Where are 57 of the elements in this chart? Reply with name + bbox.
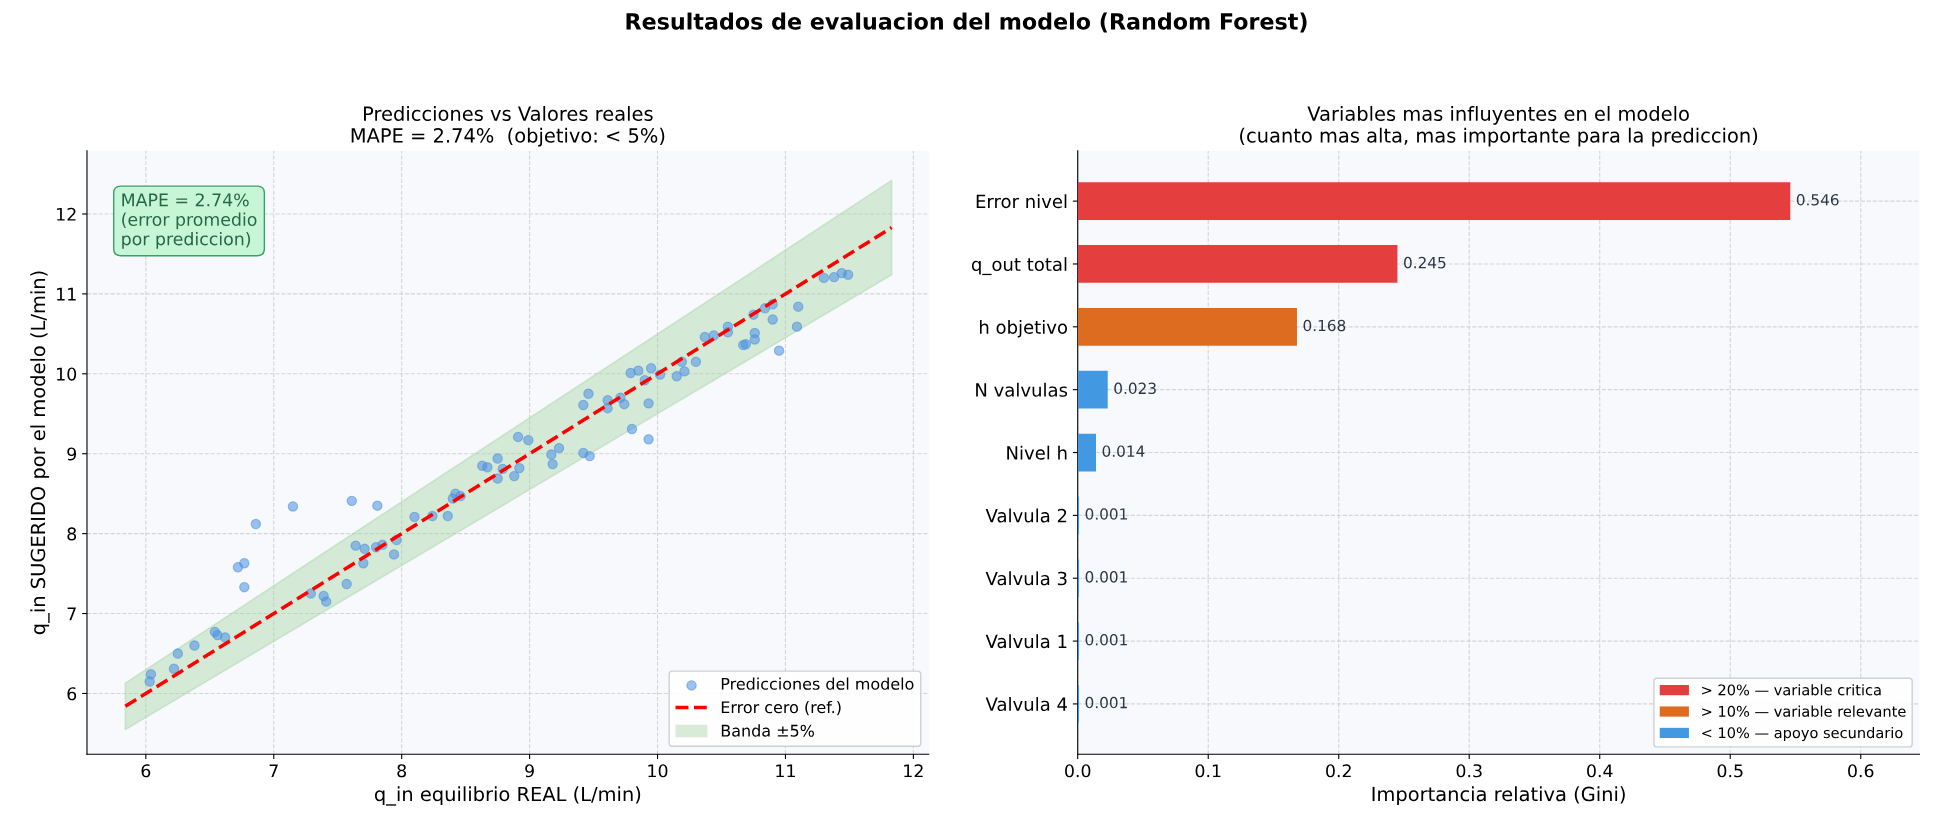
x-tick-label: 0.2 (1326, 764, 1351, 778)
text: Resultados de evaluacion del modelo (Random Forest) (626, 12, 1307, 33)
x-tick-label: 11 (776, 764, 795, 778)
x-axis-title: q_in equilibrio REAL (L/min) (374, 786, 641, 806)
legend-label: > 10% — variable relevante (1702, 705, 1906, 717)
x-tick-label: 8 (397, 764, 407, 778)
x-tick-label: 9 (525, 764, 534, 778)
y-tick-label: Valvula 1 (985, 634, 1067, 649)
bar (1077, 182, 1791, 220)
y-tick-label: Error nivel (976, 194, 1067, 209)
y-tick-label: q_out total (971, 257, 1067, 276)
data-label: 0.023 (1114, 382, 1156, 395)
y-tick-label: 9 (67, 447, 77, 461)
bar (1077, 245, 1398, 283)
data-label: 0.546 (1796, 194, 1839, 206)
data-label: 0.168 (1303, 319, 1346, 332)
x-axis-title: Importancia relativa (Gini) (1372, 786, 1625, 806)
y-tick-label: Valvula 3 (985, 571, 1067, 586)
y-tick-label: 12 (57, 207, 76, 221)
x-tick-label: 0.5 (1717, 764, 1743, 778)
chart-title: Predicciones vs Valores reales MAPE = 2.74% (objetivo: < 5%) (351, 105, 665, 147)
bar (1077, 307, 1297, 346)
chart-title: Variables mas influyentes en el modelo (cuanto mas alta, mas importante para la prediccion) (1240, 105, 1758, 147)
x-tick-label: 7 (269, 764, 278, 778)
bar (1077, 370, 1108, 409)
y-tick-label: 8 (67, 527, 77, 541)
y-tick-label: 6 (67, 687, 77, 701)
y-tick-label: 10 (57, 367, 77, 381)
y-tick-label: Valvula 4 (985, 697, 1067, 712)
bar (1077, 433, 1096, 472)
legend-label: Error cero (ref.) (721, 700, 841, 716)
data-label: 0.001 (1085, 633, 1127, 646)
data-label: 0.245 (1404, 256, 1446, 269)
y-tick-label: N valvulas (976, 382, 1068, 397)
x-tick-label: 6 (141, 764, 151, 778)
annotation: MAPE = 2.74% (error promedio por prediccion) (122, 193, 257, 249)
x-tick-label: 0.3 (1456, 764, 1482, 778)
legend-label: < 10% — apoyo secundario (1702, 726, 1903, 742)
data-label: 0.001 (1085, 571, 1127, 583)
data-label: 0.014 (1102, 445, 1145, 457)
x-tick-label: 0.0 (1065, 764, 1091, 778)
y-tick-label: Valvula 2 (985, 508, 1067, 523)
y-tick-label: 7 (67, 607, 76, 621)
x-tick-label: 0.4 (1587, 764, 1613, 778)
y-axis-title: q_in SUGERIDO por el modelo (L/min) (30, 271, 50, 635)
x-tick-label: 0.1 (1195, 764, 1221, 778)
y-tick-label: Nivel h (1007, 445, 1067, 460)
x-tick-label: 0.6 (1848, 764, 1874, 778)
data-label: 0.001 (1085, 508, 1127, 520)
x-tick-label: 10 (648, 764, 668, 778)
legend-label: > 20% — variable critica (1702, 684, 1881, 696)
legend-label: Predicciones del modelo (721, 677, 914, 690)
x-tick-label: 12 (904, 764, 923, 778)
data-label: 0.001 (1085, 696, 1127, 709)
annotation: Banda ±5% (721, 724, 814, 737)
y-tick-label: h objetivo (979, 319, 1068, 338)
y-tick-label: 11 (57, 287, 76, 301)
